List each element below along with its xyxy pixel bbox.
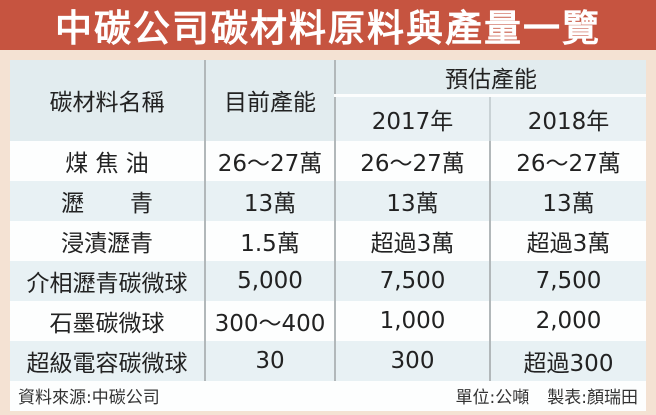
current-capacity-cell: 13萬 bbox=[205, 180, 336, 221]
table-row: 介相瀝青碳微球 5,000 7,500 7,500 bbox=[10, 260, 646, 301]
title-bar: 中碳公司碳材料原料與產量一覽 bbox=[0, 0, 656, 50]
source-note: 資料來源:中碳公司 bbox=[18, 388, 160, 408]
material-name-cell: 煤 焦 油 bbox=[10, 140, 206, 181]
table-row: 浸漬瀝青 1.5萬 超過3萬 超過3萬 bbox=[10, 220, 646, 261]
material-name-cell: 超級電容碳微球 bbox=[10, 340, 206, 381]
table-body: 煤 焦 油 26～27萬 26～27萬 26～27萬 瀝 青 13萬 13萬 1… bbox=[10, 140, 646, 381]
current-capacity-cell: 26～27萬 bbox=[205, 140, 336, 181]
material-name-cell: 浸漬瀝青 bbox=[10, 220, 206, 261]
capacity-2018-cell: 13萬 bbox=[490, 180, 646, 221]
table-row: 石墨碳微球 300～400 1,000 2,000 bbox=[10, 300, 646, 341]
current-capacity-cell: 1.5萬 bbox=[205, 220, 336, 261]
col-header-2018: 2018年 bbox=[490, 95, 646, 141]
capacity-2017-cell: 13萬 bbox=[335, 180, 491, 221]
capacity-2017-cell: 1,000 bbox=[335, 300, 491, 341]
footer-right-group: 單位:公噸 製表:顏瑞田 bbox=[456, 383, 638, 408]
material-name-cell: 介相瀝青碳微球 bbox=[10, 260, 206, 301]
col-header-estimated: 預估產能 bbox=[335, 60, 646, 97]
current-capacity-cell: 300～400 bbox=[205, 300, 336, 341]
current-capacity-cell: 5,000 bbox=[205, 260, 336, 301]
unit-note: 單位:公噸 bbox=[455, 388, 530, 408]
table-row: 煤 焦 油 26～27萬 26～27萬 26～27萬 bbox=[10, 140, 646, 181]
col-header-2017: 2017年 bbox=[335, 95, 491, 141]
current-capacity-cell: 30 bbox=[205, 340, 336, 381]
capacity-2018-cell: 超過300 bbox=[490, 340, 646, 381]
header-row-sub: 2017年 2018年 bbox=[10, 95, 646, 141]
table-row: 超級電容碳微球 30 300 超過300 bbox=[10, 340, 646, 381]
capacity-2017-cell: 300 bbox=[335, 340, 491, 381]
header-row-top: 碳材料名稱 目前產能 預估產能 bbox=[10, 60, 646, 141]
page-title: 中碳公司碳材料原料與產量一覽 bbox=[55, 7, 601, 50]
capacity-2018-cell: 26～27萬 bbox=[490, 140, 646, 181]
capacity-2017-cell: 7,500 bbox=[335, 260, 491, 301]
col-header-material: 碳材料名稱 bbox=[10, 60, 206, 141]
capacity-2018-cell: 2,000 bbox=[490, 300, 646, 341]
table-row: 瀝 青 13萬 13萬 13萬 bbox=[10, 180, 646, 221]
capacity-2018-cell: 7,500 bbox=[490, 260, 646, 301]
table-card: 碳材料名稱 目前產能 預估產能 2017年 2018年 煤 焦 油 26～27萬… bbox=[10, 60, 646, 411]
capacity-2017-cell: 26～27萬 bbox=[335, 140, 491, 181]
capacity-2018-cell: 超過3萬 bbox=[490, 220, 646, 261]
table-header: 碳材料名稱 目前產能 預估產能 2017年 2018年 bbox=[10, 60, 646, 141]
table-footer: 資料來源:中碳公司 單位:公噸 製表:顏瑞田 bbox=[10, 380, 646, 411]
material-name-cell: 石墨碳微球 bbox=[10, 300, 206, 341]
credit-note: 製表:顏瑞田 bbox=[547, 388, 638, 408]
material-name-cell: 瀝 青 bbox=[10, 180, 206, 221]
capacity-table: 碳材料名稱 目前產能 預估產能 2017年 2018年 煤 焦 油 26～27萬… bbox=[10, 60, 646, 381]
capacity-2017-cell: 超過3萬 bbox=[335, 220, 491, 261]
col-header-current: 目前產能 bbox=[205, 60, 336, 141]
